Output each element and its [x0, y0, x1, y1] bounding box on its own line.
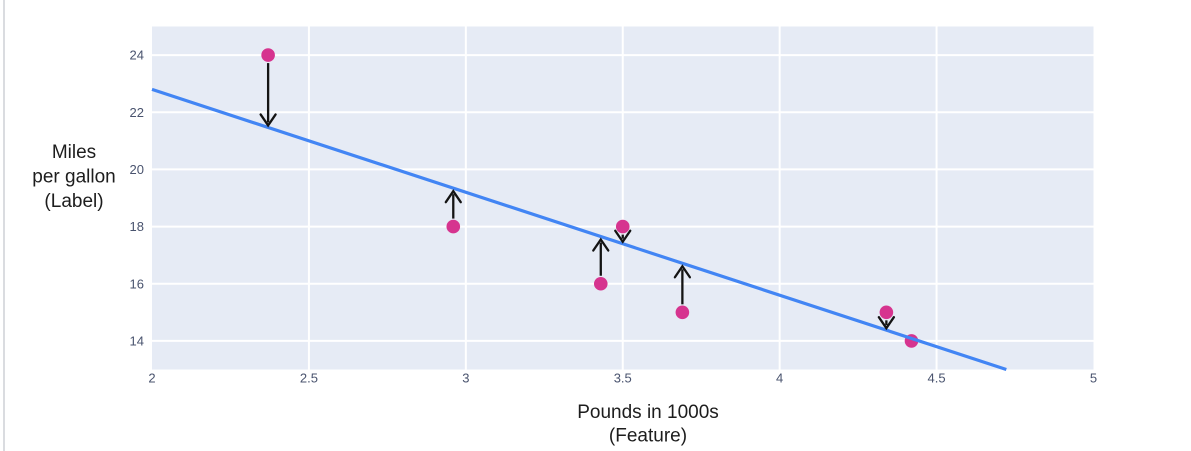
data-point [879, 305, 894, 320]
x-tick-label: 4.5 [928, 371, 946, 386]
loss-arrow-head-up [444, 189, 462, 204]
y-tick-label: 24 [130, 48, 144, 63]
model-line [151, 87, 1007, 372]
x-axis-title: Pounds in 1000s [577, 402, 719, 423]
left-divider-line [3, 0, 5, 451]
y-tick-label: 14 [130, 333, 144, 348]
x-axis-title: (Feature) [609, 426, 687, 447]
loss-arrow-head-down [877, 316, 896, 331]
data-point [261, 48, 275, 62]
y-tick-label: 16 [130, 276, 144, 291]
x-tick-label: 5 [1090, 371, 1097, 386]
x-tick-label: 3 [462, 371, 469, 386]
x-tick-label: 3.5 [614, 371, 632, 386]
loss-arrow-head-up [592, 237, 610, 252]
data-point [446, 219, 461, 234]
data-point [593, 276, 608, 291]
loss-arrow-head-down [259, 113, 277, 128]
x-tick-label: 2.5 [300, 371, 318, 386]
x-tick-label: 2 [148, 371, 155, 386]
data-point [675, 305, 690, 320]
loss-arrow-head-down [614, 229, 632, 244]
y-axis-title: (Label) [44, 191, 103, 212]
loss-arrow-head-up [673, 264, 692, 279]
y-tick-label: 22 [130, 105, 144, 120]
x-tick-label: 4 [776, 371, 783, 386]
y-tick-label: 18 [130, 219, 144, 234]
y-axis-title: Miles [52, 142, 96, 163]
data-point [615, 219, 630, 234]
y-axis-title: per gallon [32, 167, 115, 188]
y-tick-label: 20 [130, 162, 144, 177]
